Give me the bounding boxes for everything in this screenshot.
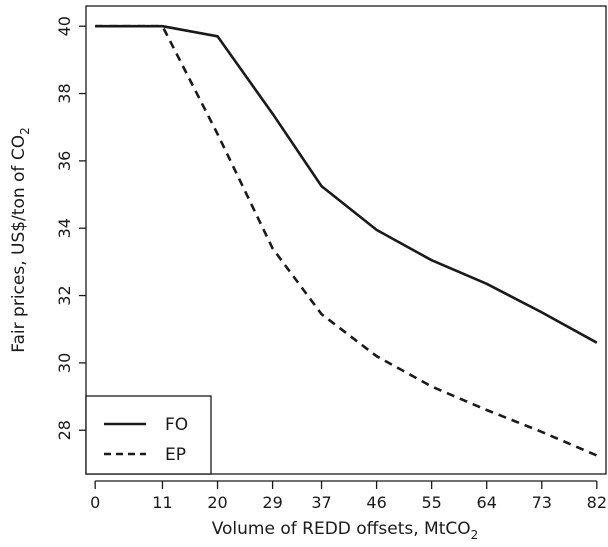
y-axis-title: Fair prices, US$/ton of CO2 <box>9 127 32 352</box>
x-axis: 0 11 20 29 37 46 55 64 73 82 <box>90 480 607 512</box>
y-tick-label: 30 <box>55 353 74 373</box>
x-tick-label: 11 <box>152 493 172 512</box>
x-tick-label: 0 <box>90 493 100 512</box>
y-tick-label: 40 <box>55 16 74 36</box>
x-tick-label: 73 <box>532 493 552 512</box>
x-tick-label: 29 <box>262 493 282 512</box>
legend: FO EP <box>85 395 212 475</box>
x-tick-label: 20 <box>207 493 227 512</box>
x-tick-label: 82 <box>587 493 607 512</box>
y-tick-label: 32 <box>55 285 74 305</box>
series-layer <box>95 24 598 457</box>
legend-label-ep: EP <box>165 445 186 465</box>
x-tick-label: 37 <box>311 493 331 512</box>
y-tick-label: 38 <box>55 83 74 103</box>
y-axis: 28 30 32 34 36 38 40 <box>55 16 86 440</box>
series-line-ep <box>95 24 598 457</box>
x-tick-label: 64 <box>477 493 497 512</box>
series-line-fo <box>95 24 598 344</box>
y-tick-label: 36 <box>55 151 74 171</box>
x-axis-title: Volume of REDD offsets, MtCO2 <box>212 519 479 542</box>
y-tick-label: 28 <box>55 420 74 440</box>
y-tick-label: 34 <box>55 218 74 238</box>
legend-label-fo: FO <box>165 415 188 435</box>
x-tick-label: 46 <box>366 493 386 512</box>
plot-frame <box>85 5 607 475</box>
x-tick-label: 55 <box>421 493 441 512</box>
legend-box <box>85 395 212 475</box>
